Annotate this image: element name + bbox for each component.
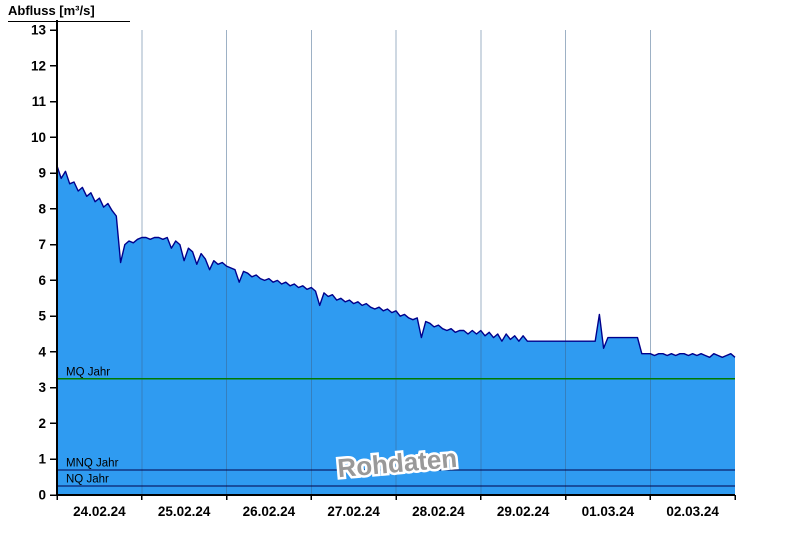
x-date-label: 24.02.24 bbox=[73, 504, 126, 519]
x-axis-date-labels: 24.02.24 25.02.24 26.02.24 27.02.24 28.02.24… bbox=[73, 504, 719, 519]
axes bbox=[50, 20, 736, 500]
x-date-label: 01.03.24 bbox=[582, 504, 635, 519]
x-date-label: 02.03.24 bbox=[666, 504, 719, 519]
series-line bbox=[56, 165, 736, 358]
y-tick-label: 0 bbox=[38, 488, 46, 503]
y-tick-label: 2 bbox=[38, 416, 46, 431]
y-axis-title: Abfluss [m³/s] bbox=[8, 3, 130, 22]
discharge-line bbox=[56, 165, 736, 358]
y-tick-label: 11 bbox=[32, 94, 47, 109]
reference-lines: MQ Jahr MNQ Jahr NQ Jahr bbox=[57, 366, 735, 487]
y-tick-label: 7 bbox=[38, 237, 46, 252]
y-tick-label: 9 bbox=[38, 166, 46, 181]
y-tick-label: 13 bbox=[31, 23, 47, 38]
x-date-label: 28.02.24 bbox=[412, 504, 465, 519]
reference-line-label: MQ Jahr bbox=[66, 366, 110, 378]
x-date-label: 27.02.24 bbox=[327, 504, 380, 519]
y-tick-label: 5 bbox=[38, 309, 46, 324]
y-tick-label: 8 bbox=[38, 201, 46, 216]
x-date-label: 25.02.24 bbox=[158, 504, 211, 519]
reference-line-label: MNQ Jahr bbox=[66, 457, 119, 469]
y-tick-label: 10 bbox=[31, 130, 46, 145]
y-tick-label: 3 bbox=[38, 380, 46, 395]
x-date-label: 26.02.24 bbox=[243, 504, 296, 519]
y-tick-label: 12 bbox=[31, 58, 46, 73]
y-tick-label: 6 bbox=[38, 273, 46, 288]
y-tick-label: 1 bbox=[38, 452, 46, 467]
reference-line-label: NQ Jahr bbox=[66, 474, 109, 486]
y-tick-label: 4 bbox=[38, 344, 46, 359]
vertical-gridlines bbox=[141, 30, 651, 495]
x-date-label: 29.02.24 bbox=[497, 504, 550, 519]
